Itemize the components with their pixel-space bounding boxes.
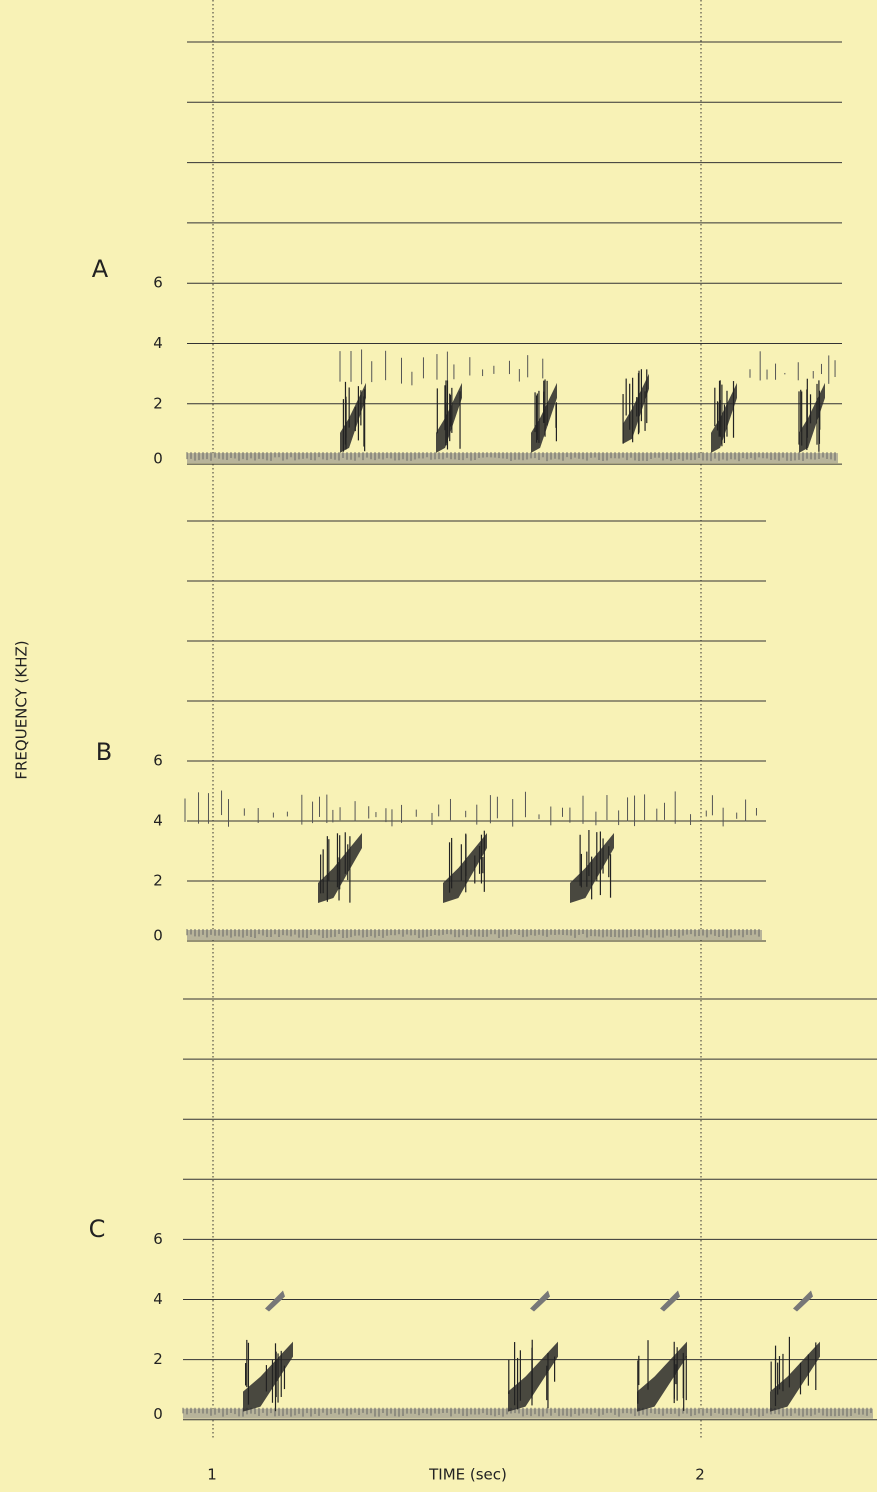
y-tick-label: 0 — [153, 450, 163, 468]
y-tick-label: 0 — [153, 1405, 163, 1423]
panel-label: C — [89, 1215, 106, 1243]
panel-label: A — [92, 255, 109, 283]
panel-label: B — [96, 738, 112, 766]
y-tick-label: 2 — [153, 872, 163, 890]
x-tick-label: 1 — [207, 1466, 217, 1484]
y-tick-label: 4 — [153, 812, 163, 830]
y-tick-label: 2 — [153, 1350, 163, 1368]
noise-band — [187, 453, 838, 463]
y-tick-label: 4 — [153, 334, 163, 352]
x-axis-label: TIME (sec) — [428, 1466, 507, 1484]
y-tick-label: 6 — [153, 752, 163, 770]
figure: FREQUENCY (KHZ) TIME (sec) 1 2 A 0 2 4 6 B 0 2 4… — [0, 0, 877, 1492]
background — [0, 0, 877, 1492]
y-tick-label: 6 — [153, 274, 163, 292]
y-tick-label: 0 — [153, 927, 163, 945]
y-tick-label: 4 — [153, 1290, 163, 1308]
x-tick-label: 2 — [695, 1466, 705, 1484]
y-tick-label: 6 — [153, 1230, 163, 1248]
y-axis-label: FREQUENCY (KHZ) — [13, 640, 31, 779]
y-tick-label: 2 — [153, 394, 163, 412]
